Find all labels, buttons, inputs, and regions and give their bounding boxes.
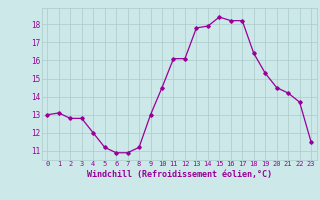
X-axis label: Windchill (Refroidissement éolien,°C): Windchill (Refroidissement éolien,°C): [87, 170, 272, 179]
